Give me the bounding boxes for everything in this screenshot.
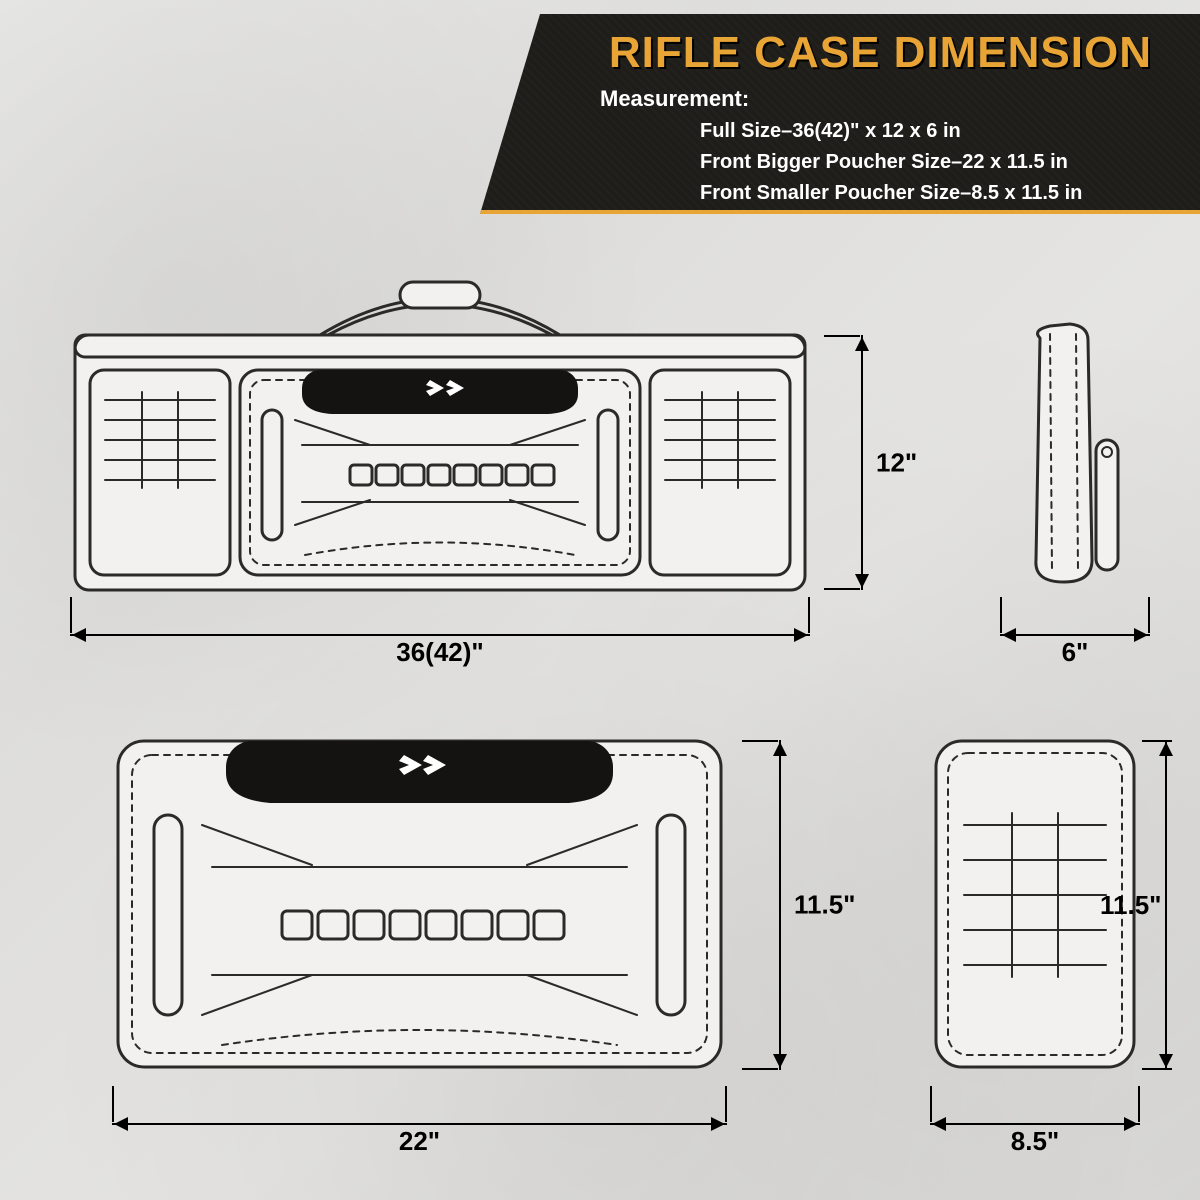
dim-side-width: 6" [1000, 615, 1150, 655]
dim-big-height: 11.5" [760, 740, 800, 1070]
side-profile-drawing [1010, 320, 1140, 590]
banner-line-3: Front Smaller Poucher Size–8.5 x 11.5 in [700, 178, 1082, 209]
banner-title: RIFLE CASE DIMENSION [609, 28, 1152, 78]
dim-small-height [1160, 740, 1190, 1070]
header-banner: RIFLE CASE DIMENSION Measurement: Full S… [460, 0, 1200, 230]
banner-measurements: Full Size–36(42)" x 12 x 6 in Front Bigg… [700, 116, 1082, 209]
dim-big-width: 22" [112, 1104, 727, 1144]
banner-subheading: Measurement: [600, 86, 749, 112]
dim-main-height: 12" [842, 335, 882, 590]
dim-small-width: 8.5" [930, 1104, 1140, 1144]
big-pouch-drawing [112, 735, 727, 1075]
dim-big-width-label: 22" [399, 1126, 440, 1157]
dim-small-width-label: 8.5" [1011, 1126, 1059, 1157]
dim-small-height-label: 11.5" [1100, 890, 1162, 921]
dim-side-width-label: 6" [1062, 637, 1089, 668]
dim-big-height-label: 11.5" [794, 890, 856, 921]
dim-main-width: 36(42)" [70, 615, 810, 655]
banner-line-2: Front Bigger Poucher Size–22 x 11.5 in [700, 147, 1082, 178]
banner-line-1: Full Size–36(42)" x 12 x 6 in [700, 116, 1082, 147]
dim-main-height-label: 12" [876, 447, 917, 478]
dim-main-width-label: 36(42)" [396, 637, 483, 668]
main-case-drawing [70, 270, 810, 600]
